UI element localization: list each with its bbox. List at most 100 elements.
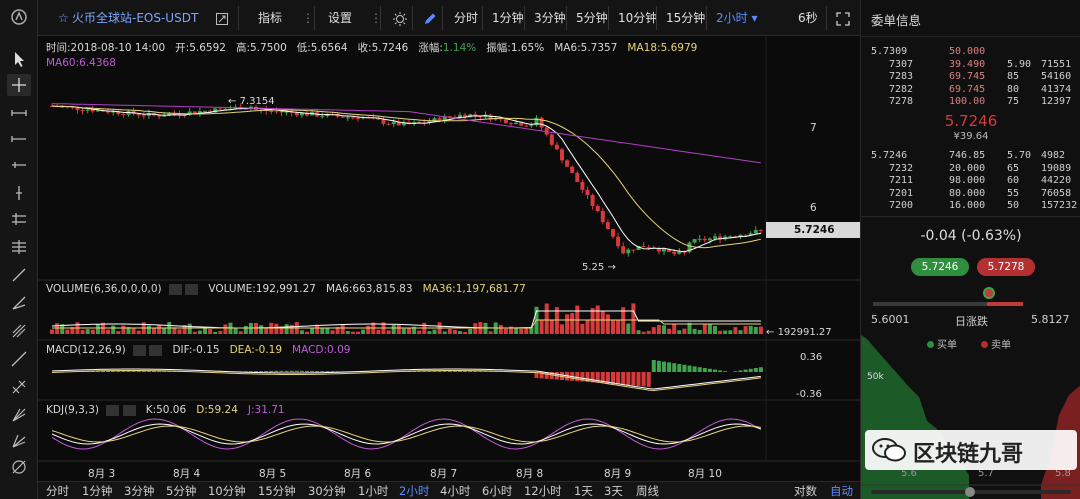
segment-icon[interactable] — [7, 102, 31, 124]
chart-area[interactable]: 时间:2018-08-10 14:00 开:5.6592 高:5.7500 低:… — [38, 36, 860, 481]
volume-close-icon[interactable] — [185, 283, 199, 295]
bid-row[interactable]: 7232 20.000 65 19089 — [861, 163, 1080, 175]
bid-cell: 44220 — [1041, 175, 1072, 187]
bottom-tab-14[interactable]: 周线 — [636, 484, 659, 498]
ask-row[interactable]: 7282 69.745 80 41374 — [861, 84, 1080, 96]
bottom-tab-0[interactable]: 分时 — [46, 484, 69, 498]
bottom-tab-7[interactable]: 1小时 — [358, 484, 389, 498]
bottom-tab-13[interactable]: 3天 — [604, 484, 623, 498]
bottom-tab-9[interactable]: 4小时 — [440, 484, 471, 498]
candle — [544, 127, 549, 135]
bottom-tab-11[interactable]: 12小时 — [524, 484, 562, 498]
ohlc-close: 收:5.7246 — [357, 42, 409, 54]
bottom-tab-4[interactable]: 10分钟 — [208, 484, 246, 498]
bid-row[interactable]: 7211 98.000 60 44220 — [861, 175, 1080, 187]
candle — [136, 113, 141, 116]
candle — [391, 121, 396, 125]
macd-close-icon[interactable] — [149, 344, 163, 356]
volume-bar — [325, 327, 330, 334]
bottom-tab-6[interactable]: 30分钟 — [308, 484, 346, 498]
timeframe-dropdown[interactable]: 2小时 ▾ — [716, 11, 758, 25]
bottom-tab-8[interactable]: 2小时 — [399, 484, 430, 498]
volume-bar — [427, 331, 432, 334]
ask-row[interactable]: 5.7309 50.000 — [861, 46, 1080, 58]
macd-bar — [432, 370, 437, 372]
buy-dot-icon — [927, 341, 934, 348]
chart-canvas[interactable] — [38, 36, 860, 481]
volume-bar — [335, 326, 340, 334]
ray-icon[interactable] — [7, 128, 31, 150]
macd-settings-icon[interactable] — [133, 344, 147, 356]
bottom-tab-12[interactable]: 1天 — [574, 484, 593, 498]
parallel-channel-icon[interactable] — [7, 236, 31, 258]
symbol-name[interactable]: 火币全球站-EOS-USDT — [72, 11, 199, 25]
extended-line-icon[interactable] — [7, 348, 31, 370]
macd-bar — [718, 370, 723, 372]
bottom-tab-1[interactable]: 1分钟 — [82, 484, 113, 498]
timeframe-tab-4[interactable]: 10分钟 — [618, 11, 658, 25]
candle — [519, 122, 524, 126]
bid-row[interactable]: 7200 16.000 50 157232 — [861, 200, 1080, 212]
bid-row[interactable]: 7201 80.000 55 76058 — [861, 188, 1080, 200]
macd-bar — [417, 371, 422, 372]
ohlc-ma60: MA60:6.4368 — [46, 57, 116, 69]
bottom-tab-2[interactable]: 3分钟 — [124, 484, 155, 498]
gann-fan-icon[interactable] — [7, 404, 31, 426]
compare-icon[interactable] — [210, 6, 234, 30]
trend-angle-icon[interactable] — [7, 292, 31, 314]
volume-bar — [738, 330, 743, 334]
pitchfork-icon[interactable] — [7, 376, 31, 398]
macd-pane-label: MACD(12,26,9) DIF:-0.15 DEA:-0.19 MACD:0… — [46, 344, 350, 356]
timeframe-tab-2[interactable]: 3分钟 — [534, 11, 566, 25]
ask-row[interactable]: 7278 100.00 75 12397 — [861, 96, 1080, 108]
candle — [667, 249, 672, 252]
depth-scroll-thumb[interactable] — [965, 487, 975, 497]
candle — [656, 248, 661, 252]
bid-price-button[interactable]: 5.7246 — [911, 258, 969, 276]
auto-scale-toggle[interactable]: 自动 — [830, 484, 853, 498]
volume-settings-icon[interactable] — [168, 283, 182, 295]
horizontal-line-icon[interactable] — [7, 154, 31, 176]
kdj-close-icon[interactable] — [122, 404, 136, 416]
fib-fan-icon[interactable] — [7, 430, 31, 452]
fullscreen-icon[interactable] — [830, 6, 856, 30]
bid-row[interactable]: 5.7246 746.85 5.70 4982 — [861, 150, 1080, 162]
timeframe-tab-5[interactable]: 15分钟 — [666, 11, 706, 25]
macd-bar — [294, 370, 299, 372]
macd-bar — [162, 371, 167, 372]
bottom-tab-5[interactable]: 15分钟 — [258, 484, 296, 498]
timeframe-tab-0[interactable]: 分时 — [454, 11, 479, 25]
spiral-icon[interactable] — [7, 456, 31, 478]
bottom-tab-10[interactable]: 6小时 — [482, 484, 513, 498]
volume-bar — [616, 319, 621, 334]
vertical-line-icon[interactable] — [7, 182, 31, 204]
price-line-icon[interactable] — [7, 208, 31, 230]
ask-row[interactable]: 7307 39.490 5.90 71551 — [861, 59, 1080, 71]
ask-row[interactable]: 7283 69.745 85 54160 — [861, 71, 1080, 83]
timeframe-tab-1[interactable]: 1分钟 — [492, 11, 524, 25]
candle — [106, 111, 111, 113]
volume-bar — [407, 328, 411, 334]
macd-tick-top: 0.36 — [800, 352, 823, 363]
bottom-tab-3[interactable]: 5分钟 — [166, 484, 197, 498]
volume-bar — [447, 328, 452, 334]
timeframe-tab-3[interactable]: 5分钟 — [576, 11, 608, 25]
crosshair-icon[interactable] — [7, 74, 31, 96]
settings-button[interactable]: 设置 — [328, 11, 353, 25]
ask-price-button[interactable]: 5.7278 — [977, 258, 1035, 276]
favorite-star-icon[interactable]: ☆ — [58, 11, 69, 25]
macd-bar — [473, 370, 478, 372]
cursor-arrow-icon[interactable] — [7, 48, 31, 70]
theme-sun-icon[interactable] — [386, 6, 414, 30]
fib-retracement-icon[interactable] — [7, 320, 31, 342]
indicators-more-icon[interactable]: ⋮ — [302, 11, 314, 25]
settings-more-icon[interactable]: ⋮ — [370, 11, 382, 25]
kdj-k: K:50.06 — [145, 404, 187, 416]
indicators-button[interactable]: 指标 — [258, 11, 283, 25]
trend-line-icon[interactable] — [7, 264, 31, 286]
candle — [616, 236, 621, 247]
draw-pencil-icon[interactable] — [416, 6, 444, 30]
orderbook-title: 委单信息 — [871, 13, 922, 28]
log-scale-toggle[interactable]: 对数 — [794, 484, 817, 498]
kdj-settings-icon[interactable] — [106, 404, 120, 416]
